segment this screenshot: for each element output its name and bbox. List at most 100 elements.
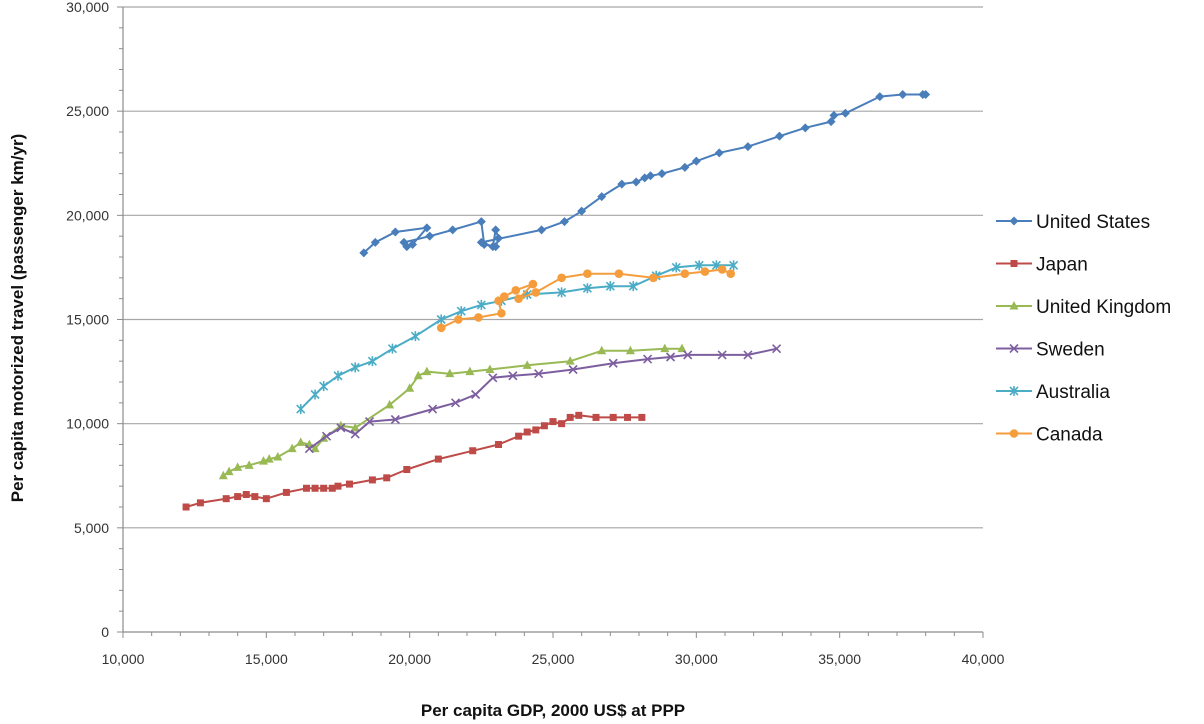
- data-point: [370, 237, 380, 247]
- data-point: [531, 288, 541, 297]
- data-point: [242, 491, 250, 498]
- data-point: [649, 273, 658, 283]
- series-canada: [436, 265, 736, 333]
- data-point: [514, 294, 523, 303]
- data-point: [537, 225, 547, 235]
- y-tick-label: 25,000: [66, 103, 109, 119]
- legend-item-japan: Japan: [996, 255, 1088, 276]
- data-point: [532, 426, 540, 434]
- series-group: [182, 90, 931, 511]
- y-tick-label: 5,000: [74, 520, 109, 536]
- legend-item-united-kingdom: United Kingdom: [996, 297, 1171, 318]
- data-point: [528, 279, 538, 289]
- data-point: [691, 156, 701, 166]
- data-point: [304, 444, 314, 454]
- data-point: [497, 308, 506, 318]
- data-point: [717, 350, 727, 360]
- legend-label: United Kingdom: [1036, 297, 1171, 318]
- data-point: [700, 267, 710, 276]
- data-point: [273, 452, 283, 461]
- y-tick-label: 20,000: [66, 207, 109, 223]
- data-point: [683, 350, 693, 360]
- data-point: [665, 352, 676, 362]
- data-point: [350, 362, 360, 373]
- data-point: [310, 443, 320, 453]
- axes: 0 5,000 10,000 15,000 20,000 25,000 30,000 10,0…: [66, 0, 1004, 667]
- data-point: [729, 260, 739, 271]
- data-point: [333, 370, 343, 381]
- data-point: [336, 420, 346, 430]
- series-line: [299, 264, 734, 410]
- data-point: [515, 432, 523, 440]
- data-point: [367, 356, 377, 367]
- series-australia: [296, 260, 739, 415]
- data-point: [196, 499, 204, 507]
- data-point: [287, 443, 297, 453]
- data-point: [319, 381, 329, 392]
- data-point: [436, 314, 446, 325]
- data-point: [262, 495, 270, 503]
- data-point: [328, 484, 336, 492]
- data-point: [399, 237, 409, 247]
- x-tick-label: 15,000: [245, 651, 288, 667]
- x-tick-label: 10,000: [102, 651, 145, 667]
- legend-label: Canada: [1036, 425, 1103, 446]
- data-point: [390, 227, 400, 237]
- data-point: [364, 417, 375, 427]
- data-point: [677, 343, 687, 353]
- data-point: [680, 269, 690, 278]
- data-point: [282, 488, 290, 496]
- data-point: [645, 171, 655, 181]
- legend-label: Japan: [1036, 255, 1088, 276]
- legend-label: Sweden: [1036, 340, 1105, 361]
- series-line: [363, 93, 926, 254]
- data-point: [495, 441, 503, 448]
- data-point: [456, 306, 466, 317]
- data-point: [557, 273, 566, 283]
- data-point: [410, 331, 420, 342]
- data-point: [218, 470, 228, 480]
- data-point: [469, 447, 477, 455]
- data-point: [476, 217, 486, 227]
- data-point: [499, 292, 509, 301]
- data-point: [540, 422, 548, 430]
- x-tick-label: 25,000: [532, 651, 575, 667]
- data-point: [643, 354, 653, 364]
- data-point: [534, 369, 544, 379]
- x-tick-label: 40,000: [962, 651, 1005, 667]
- data-point: [657, 169, 667, 179]
- data-point: [405, 383, 415, 392]
- data-point: [597, 345, 607, 355]
- data-point: [743, 350, 753, 360]
- legend-marker: [1010, 260, 1018, 267]
- x-axis-title: Per capita GDP, 2000 US$ at PPP: [421, 701, 685, 720]
- data-point: [428, 404, 438, 414]
- legend-item-canada: Canada: [996, 425, 1103, 446]
- legend-marker: [1009, 429, 1019, 438]
- legend-item-australia: Australia: [996, 382, 1110, 403]
- data-point: [743, 142, 753, 152]
- data-point: [233, 462, 243, 471]
- data-point: [638, 413, 646, 421]
- data-point: [566, 413, 574, 421]
- data-point: [334, 482, 342, 490]
- data-point: [614, 269, 624, 278]
- y-tick-label: 10,000: [66, 416, 109, 432]
- data-point: [403, 466, 411, 473]
- data-point: [558, 420, 566, 428]
- data-point: [251, 493, 259, 501]
- legend-marker: [1009, 301, 1019, 310]
- series-united-kingdom: [218, 343, 687, 480]
- series-japan: [182, 411, 646, 511]
- legend-label: Australia: [1036, 382, 1110, 403]
- data-point: [726, 269, 736, 278]
- data-point: [577, 206, 587, 216]
- data-point: [592, 413, 600, 421]
- x-tick-label: 30,000: [675, 651, 718, 667]
- data-point: [345, 480, 353, 488]
- data-point: [608, 358, 618, 368]
- data-point: [359, 248, 369, 258]
- data-point: [474, 313, 483, 322]
- data-point: [565, 356, 575, 365]
